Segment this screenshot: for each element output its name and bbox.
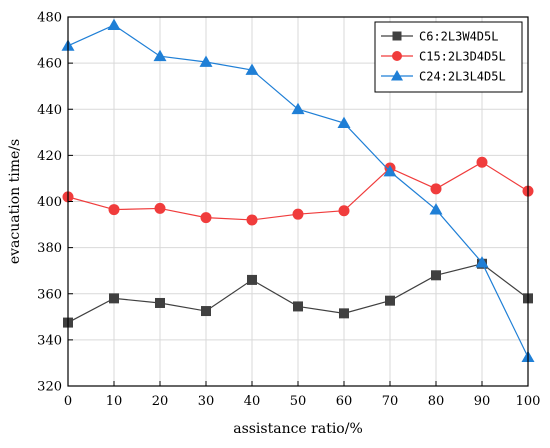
x-tick-label: 70 xyxy=(382,394,399,409)
legend-marker xyxy=(392,31,402,41)
data-point xyxy=(430,183,442,195)
data-point xyxy=(429,203,443,215)
axes: 0 10 20 30 40 50 60 70 80 90 100 320 340 360 380 400 420… xyxy=(37,11,540,410)
legend: C6:2L3W4D5L C15:2L3D4D5L C24:2L3L4D5L xyxy=(374,21,523,93)
x-tick-label: 60 xyxy=(336,394,353,409)
x-tick-label: 40 xyxy=(244,394,261,409)
legend-item: C6:2L3W4D5L xyxy=(381,30,498,44)
legend-marker xyxy=(391,70,403,81)
data-point xyxy=(291,102,305,115)
x-tick-label: 10 xyxy=(106,394,123,409)
data-point xyxy=(338,205,350,217)
x-tick-label: 0 xyxy=(64,394,72,409)
data-point xyxy=(109,293,119,304)
legend-item: C15:2L3D4D5L xyxy=(381,50,506,64)
data-point xyxy=(246,214,258,226)
data-point xyxy=(199,55,213,67)
data-point xyxy=(337,116,351,128)
data-point xyxy=(153,49,167,62)
y-axis-title: evacuation time/s xyxy=(7,139,23,264)
data-point xyxy=(292,208,304,220)
data-point xyxy=(247,274,257,285)
data-point xyxy=(383,165,397,177)
y-tick-label: 440 xyxy=(37,103,62,118)
legend-label: C24:2L3L4D5L xyxy=(419,70,506,84)
x-tick-label: 30 xyxy=(198,394,215,409)
x-tick-label: 100 xyxy=(516,394,541,409)
x-tick-label: 50 xyxy=(290,394,307,409)
x-axis-title: assistance ratio/% xyxy=(233,421,363,437)
data-point xyxy=(339,308,349,319)
y-tick-label: 420 xyxy=(37,149,62,164)
y-tick-label: 480 xyxy=(37,11,62,26)
data-point xyxy=(245,63,259,75)
y-tick-label: 320 xyxy=(37,380,62,395)
x-tick-label: 90 xyxy=(474,394,491,409)
data-point xyxy=(431,270,441,281)
data-point xyxy=(154,202,166,214)
legend-label: C6:2L3W4D5L xyxy=(419,30,498,44)
y-tick-label: 460 xyxy=(37,57,62,72)
y-tick-label: 380 xyxy=(37,241,62,256)
data-point xyxy=(475,256,489,268)
legend-item: C24:2L3L4D5L xyxy=(381,70,506,84)
data-point xyxy=(200,212,212,224)
y-tick-label: 340 xyxy=(37,333,62,348)
data-point xyxy=(155,297,165,308)
data-point xyxy=(108,204,120,216)
y-tick-label: 360 xyxy=(37,287,62,302)
data-point xyxy=(107,18,121,30)
legend-marker xyxy=(392,51,402,61)
x-tick-label: 20 xyxy=(152,394,169,409)
data-point xyxy=(201,306,211,317)
data-point xyxy=(385,295,395,306)
y-tick-label: 400 xyxy=(37,195,62,210)
data-point xyxy=(476,156,488,168)
x-tick-label: 80 xyxy=(428,394,445,409)
legend-label: C15:2L3D4D5L xyxy=(419,50,506,64)
data-point xyxy=(293,301,303,312)
